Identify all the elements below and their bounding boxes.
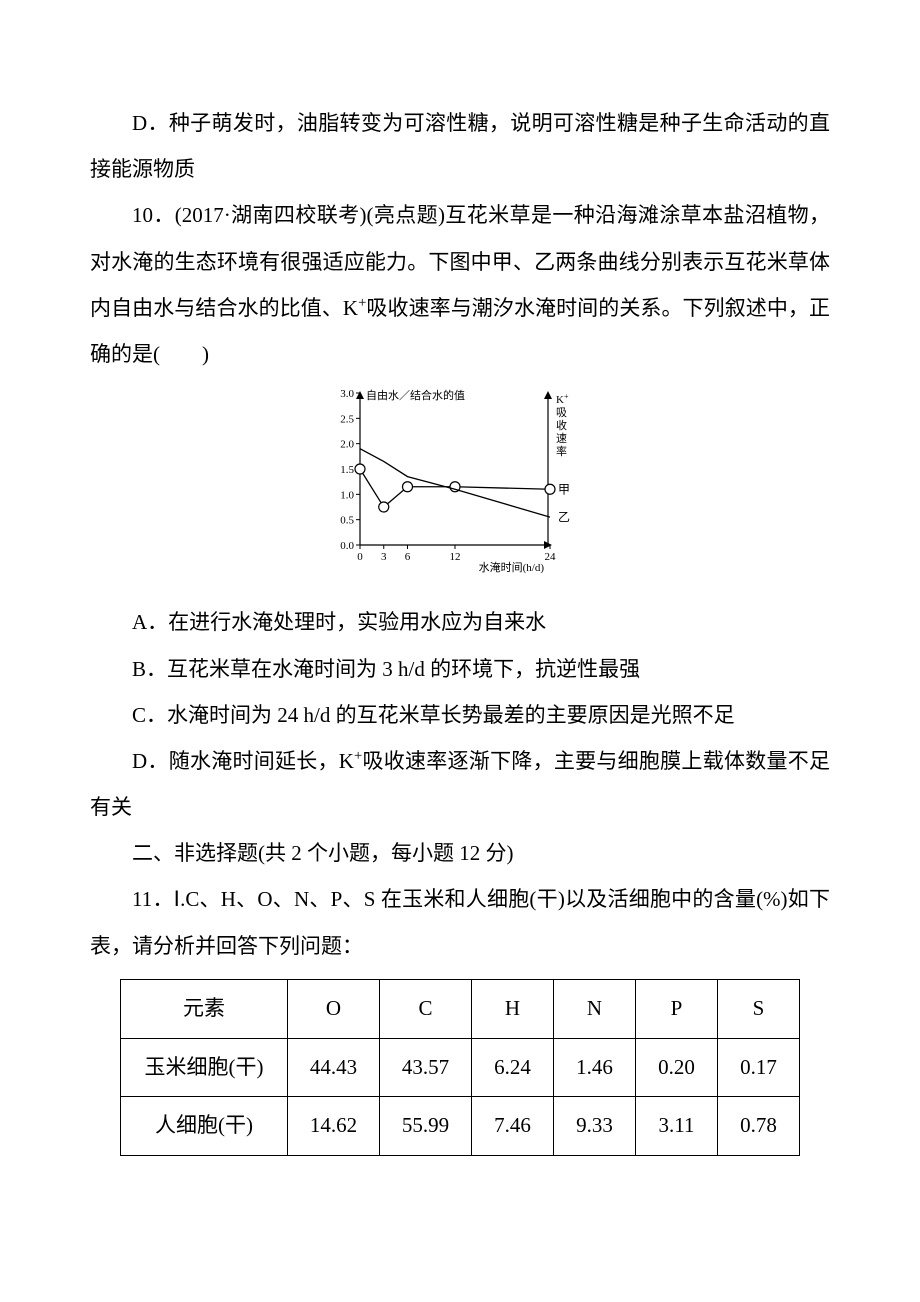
svg-text:2.5: 2.5	[340, 413, 354, 425]
svg-text:3: 3	[381, 551, 387, 563]
question-10-chart: 0.0 0.5 1.0 1.5 2.0 2.5 3.0 0 3 6 12 24 自由水／结合水的值水淹时…	[90, 385, 830, 591]
question-11-table: 元素 O C H N P S 玉米细胞(干)44.4343.576.241.46…	[120, 979, 800, 1156]
table-row-label: 玉米细胞(干)	[121, 1038, 288, 1097]
question-10-option-c: C．水淹时间为 24 h/d 的互花米草长势最差的主要原因是光照不足	[90, 692, 830, 738]
table-cell: 0.78	[718, 1097, 800, 1156]
table-header-cell: P	[636, 979, 718, 1038]
svg-text:6: 6	[405, 551, 411, 563]
svg-text:K+: K+	[556, 392, 569, 407]
svg-text:收: 收	[556, 418, 567, 432]
table-cell: 1.46	[554, 1038, 636, 1097]
svg-text:水淹时间(h/d): 水淹时间(h/d)	[479, 561, 545, 574]
svg-text:速: 速	[556, 432, 567, 445]
question-9-option-d: D．种子萌发时，油脂转变为可溶性糖，说明可溶性糖是种子生命活动的直接能源物质	[90, 100, 830, 192]
svg-text:甲: 甲	[558, 482, 570, 496]
table-cell: 55.99	[380, 1097, 472, 1156]
svg-text:1.0: 1.0	[340, 489, 354, 501]
svg-text:24: 24	[545, 551, 557, 563]
table-cell: 0.17	[718, 1038, 800, 1097]
svg-text:吸: 吸	[556, 407, 567, 419]
svg-text:2.0: 2.0	[340, 439, 354, 451]
table-cell: 14.62	[288, 1097, 380, 1156]
table-header-cell: N	[554, 979, 636, 1038]
question-10-option-a: A．在进行水淹处理时，实验用水应为自来水	[90, 599, 830, 645]
question-10-option-b: B．互花米草在水淹时间为 3 h/d 的环境下，抗逆性最强	[90, 646, 830, 692]
table-cell: 3.11	[636, 1097, 718, 1156]
question-10-option-d: D．随水淹时间延长，K+吸收速率逐渐下降，主要与细胞膜上载体数量不足有关	[90, 738, 830, 830]
svg-text:0.5: 0.5	[340, 515, 354, 527]
table-cell: 0.20	[636, 1038, 718, 1097]
table-header-row: 元素 O C H N P S	[121, 979, 800, 1038]
svg-text:3.0: 3.0	[340, 388, 354, 400]
table-cell: 43.57	[380, 1038, 472, 1097]
table-header-cell: O	[288, 979, 380, 1038]
svg-text:0: 0	[357, 551, 363, 563]
table-cell: 6.24	[472, 1038, 554, 1097]
table-row-label: 人细胞(干)	[121, 1097, 288, 1156]
table-header-cell: C	[380, 979, 472, 1038]
svg-text:自由水／结合水的值: 自由水／结合水的值	[366, 388, 465, 402]
question-11-stem: 11．Ⅰ.C、H、O、N、P、S 在玉米和人细胞(干)以及活细胞中的含量(%)如…	[90, 876, 830, 968]
table-header-cell: S	[718, 979, 800, 1038]
svg-text:乙: 乙	[558, 510, 570, 524]
table-header-cell: H	[472, 979, 554, 1038]
table-cell: 9.33	[554, 1097, 636, 1156]
svg-text:1.5: 1.5	[340, 464, 354, 476]
question-10-stem: 10．(2017·湖南四校联考)(亮点题)互花米草是一种沿海滩涂草本盐沼植物，对…	[90, 192, 830, 377]
svg-text:12: 12	[450, 551, 461, 563]
table-row: 玉米细胞(干)44.4343.576.241.460.200.17	[121, 1038, 800, 1097]
svg-text:0.0: 0.0	[340, 540, 354, 552]
section-2-heading: 二、非选择题(共 2 个小题，每小题 12 分)	[90, 830, 830, 876]
svg-text:率: 率	[556, 444, 567, 458]
table-cell: 7.46	[472, 1097, 554, 1156]
table-header-cell: 元素	[121, 979, 288, 1038]
table-cell: 44.43	[288, 1038, 380, 1097]
table-row: 人细胞(干)14.6255.997.469.333.110.78	[121, 1097, 800, 1156]
